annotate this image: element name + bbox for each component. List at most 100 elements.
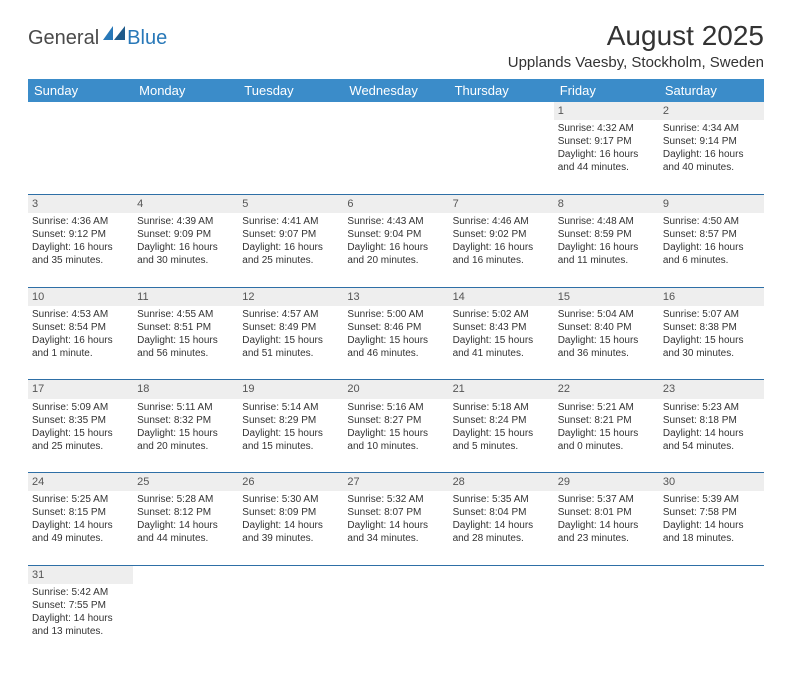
daylight-line: Daylight: 15 hours and 5 minutes. xyxy=(453,427,550,453)
day-cell xyxy=(659,584,764,658)
sunrise-line: Sunrise: 5:18 AM xyxy=(453,401,550,414)
day-number xyxy=(449,565,554,584)
sunset-line: Sunset: 9:14 PM xyxy=(663,135,760,148)
daylight-line: Daylight: 15 hours and 36 minutes. xyxy=(558,334,655,360)
sunrise-line: Sunrise: 5:35 AM xyxy=(453,493,550,506)
daylight-line: Daylight: 15 hours and 56 minutes. xyxy=(137,334,234,360)
weekday-header-row: SundayMondayTuesdayWednesdayThursdayFrid… xyxy=(28,79,764,102)
week-row: Sunrise: 4:36 AMSunset: 9:12 PMDaylight:… xyxy=(28,213,764,287)
day-number: 11 xyxy=(133,287,238,306)
sunrise-line: Sunrise: 5:04 AM xyxy=(558,308,655,321)
sunrise-line: Sunrise: 5:02 AM xyxy=(453,308,550,321)
daylight-line: Daylight: 16 hours and 11 minutes. xyxy=(558,241,655,267)
sunset-line: Sunset: 9:02 PM xyxy=(453,228,550,241)
sunset-line: Sunset: 8:40 PM xyxy=(558,321,655,334)
day-cell: Sunrise: 4:34 AMSunset: 9:14 PMDaylight:… xyxy=(659,120,764,194)
sunrise-line: Sunrise: 4:32 AM xyxy=(558,122,655,135)
day-number: 20 xyxy=(343,380,448,399)
sunrise-line: Sunrise: 4:46 AM xyxy=(453,215,550,228)
week-row: Sunrise: 4:53 AMSunset: 8:54 PMDaylight:… xyxy=(28,306,764,380)
day-number xyxy=(238,102,343,120)
day-cell: Sunrise: 5:18 AMSunset: 8:24 PMDaylight:… xyxy=(449,399,554,473)
daylight-line: Daylight: 15 hours and 0 minutes. xyxy=(558,427,655,453)
day-number: 25 xyxy=(133,473,238,492)
sunset-line: Sunset: 7:55 PM xyxy=(32,599,129,612)
logo-flag-icon xyxy=(103,26,125,45)
day-cell: Sunrise: 5:11 AMSunset: 8:32 PMDaylight:… xyxy=(133,399,238,473)
day-number: 28 xyxy=(449,473,554,492)
day-cell: Sunrise: 5:21 AMSunset: 8:21 PMDaylight:… xyxy=(554,399,659,473)
weekday-header: Tuesday xyxy=(238,79,343,102)
sunset-line: Sunset: 9:09 PM xyxy=(137,228,234,241)
sunset-line: Sunset: 8:54 PM xyxy=(32,321,129,334)
daylight-line: Daylight: 16 hours and 25 minutes. xyxy=(242,241,339,267)
day-cell: Sunrise: 4:48 AMSunset: 8:59 PMDaylight:… xyxy=(554,213,659,287)
day-cell xyxy=(28,120,133,194)
day-number: 12 xyxy=(238,287,343,306)
sunset-line: Sunset: 8:49 PM xyxy=(242,321,339,334)
week-row: Sunrise: 5:25 AMSunset: 8:15 PMDaylight:… xyxy=(28,491,764,565)
day-number: 17 xyxy=(28,380,133,399)
daylight-line: Daylight: 14 hours and 34 minutes. xyxy=(347,519,444,545)
sunrise-line: Sunrise: 5:00 AM xyxy=(347,308,444,321)
month-title: August 2025 xyxy=(508,20,764,52)
sunset-line: Sunset: 8:15 PM xyxy=(32,506,129,519)
day-cell: Sunrise: 5:02 AMSunset: 8:43 PMDaylight:… xyxy=(449,306,554,380)
sunrise-line: Sunrise: 4:34 AM xyxy=(663,122,760,135)
sunset-line: Sunset: 8:46 PM xyxy=(347,321,444,334)
daylight-line: Daylight: 15 hours and 41 minutes. xyxy=(453,334,550,360)
daylight-line: Daylight: 16 hours and 35 minutes. xyxy=(32,241,129,267)
weekday-header: Wednesday xyxy=(343,79,448,102)
sunrise-line: Sunrise: 5:14 AM xyxy=(242,401,339,414)
day-cell xyxy=(238,584,343,658)
sunset-line: Sunset: 9:07 PM xyxy=(242,228,339,241)
day-number xyxy=(554,565,659,584)
day-number: 19 xyxy=(238,380,343,399)
daynum-row: 10111213141516 xyxy=(28,287,764,306)
day-number xyxy=(133,565,238,584)
sunrise-line: Sunrise: 4:39 AM xyxy=(137,215,234,228)
day-number: 29 xyxy=(554,473,659,492)
daylight-line: Daylight: 14 hours and 49 minutes. xyxy=(32,519,129,545)
day-cell xyxy=(449,584,554,658)
sunrise-line: Sunrise: 4:43 AM xyxy=(347,215,444,228)
sunrise-line: Sunrise: 5:11 AM xyxy=(137,401,234,414)
location: Upplands Vaesby, Stockholm, Sweden xyxy=(508,54,764,71)
day-number: 24 xyxy=(28,473,133,492)
daylight-line: Daylight: 15 hours and 30 minutes. xyxy=(663,334,760,360)
day-number: 5 xyxy=(238,194,343,213)
day-number: 2 xyxy=(659,102,764,120)
day-cell: Sunrise: 5:09 AMSunset: 8:35 PMDaylight:… xyxy=(28,399,133,473)
day-cell: Sunrise: 5:28 AMSunset: 8:12 PMDaylight:… xyxy=(133,491,238,565)
day-number: 21 xyxy=(449,380,554,399)
sunrise-line: Sunrise: 5:28 AM xyxy=(137,493,234,506)
sunset-line: Sunset: 9:12 PM xyxy=(32,228,129,241)
sunrise-line: Sunrise: 4:41 AM xyxy=(242,215,339,228)
daylight-line: Daylight: 14 hours and 54 minutes. xyxy=(663,427,760,453)
daynum-row: 31 xyxy=(28,565,764,584)
day-number: 26 xyxy=(238,473,343,492)
sunrise-line: Sunrise: 5:21 AM xyxy=(558,401,655,414)
day-cell: Sunrise: 5:25 AMSunset: 8:15 PMDaylight:… xyxy=(28,491,133,565)
day-number: 18 xyxy=(133,380,238,399)
sunset-line: Sunset: 8:07 PM xyxy=(347,506,444,519)
daylight-line: Daylight: 15 hours and 25 minutes. xyxy=(32,427,129,453)
day-number: 6 xyxy=(343,194,448,213)
daylight-line: Daylight: 16 hours and 20 minutes. xyxy=(347,241,444,267)
day-cell: Sunrise: 4:57 AMSunset: 8:49 PMDaylight:… xyxy=(238,306,343,380)
day-number: 8 xyxy=(554,194,659,213)
day-cell xyxy=(449,120,554,194)
sunrise-line: Sunrise: 5:42 AM xyxy=(32,586,129,599)
sunrise-line: Sunrise: 4:55 AM xyxy=(137,308,234,321)
sunset-line: Sunset: 8:21 PM xyxy=(558,414,655,427)
daylight-line: Daylight: 14 hours and 39 minutes. xyxy=(242,519,339,545)
day-number: 14 xyxy=(449,287,554,306)
day-cell xyxy=(343,120,448,194)
day-cell xyxy=(554,584,659,658)
sunset-line: Sunset: 8:32 PM xyxy=(137,414,234,427)
day-cell: Sunrise: 4:46 AMSunset: 9:02 PMDaylight:… xyxy=(449,213,554,287)
daylight-line: Daylight: 16 hours and 30 minutes. xyxy=(137,241,234,267)
sunrise-line: Sunrise: 4:50 AM xyxy=(663,215,760,228)
day-cell: Sunrise: 5:07 AMSunset: 8:38 PMDaylight:… xyxy=(659,306,764,380)
sunset-line: Sunset: 8:57 PM xyxy=(663,228,760,241)
